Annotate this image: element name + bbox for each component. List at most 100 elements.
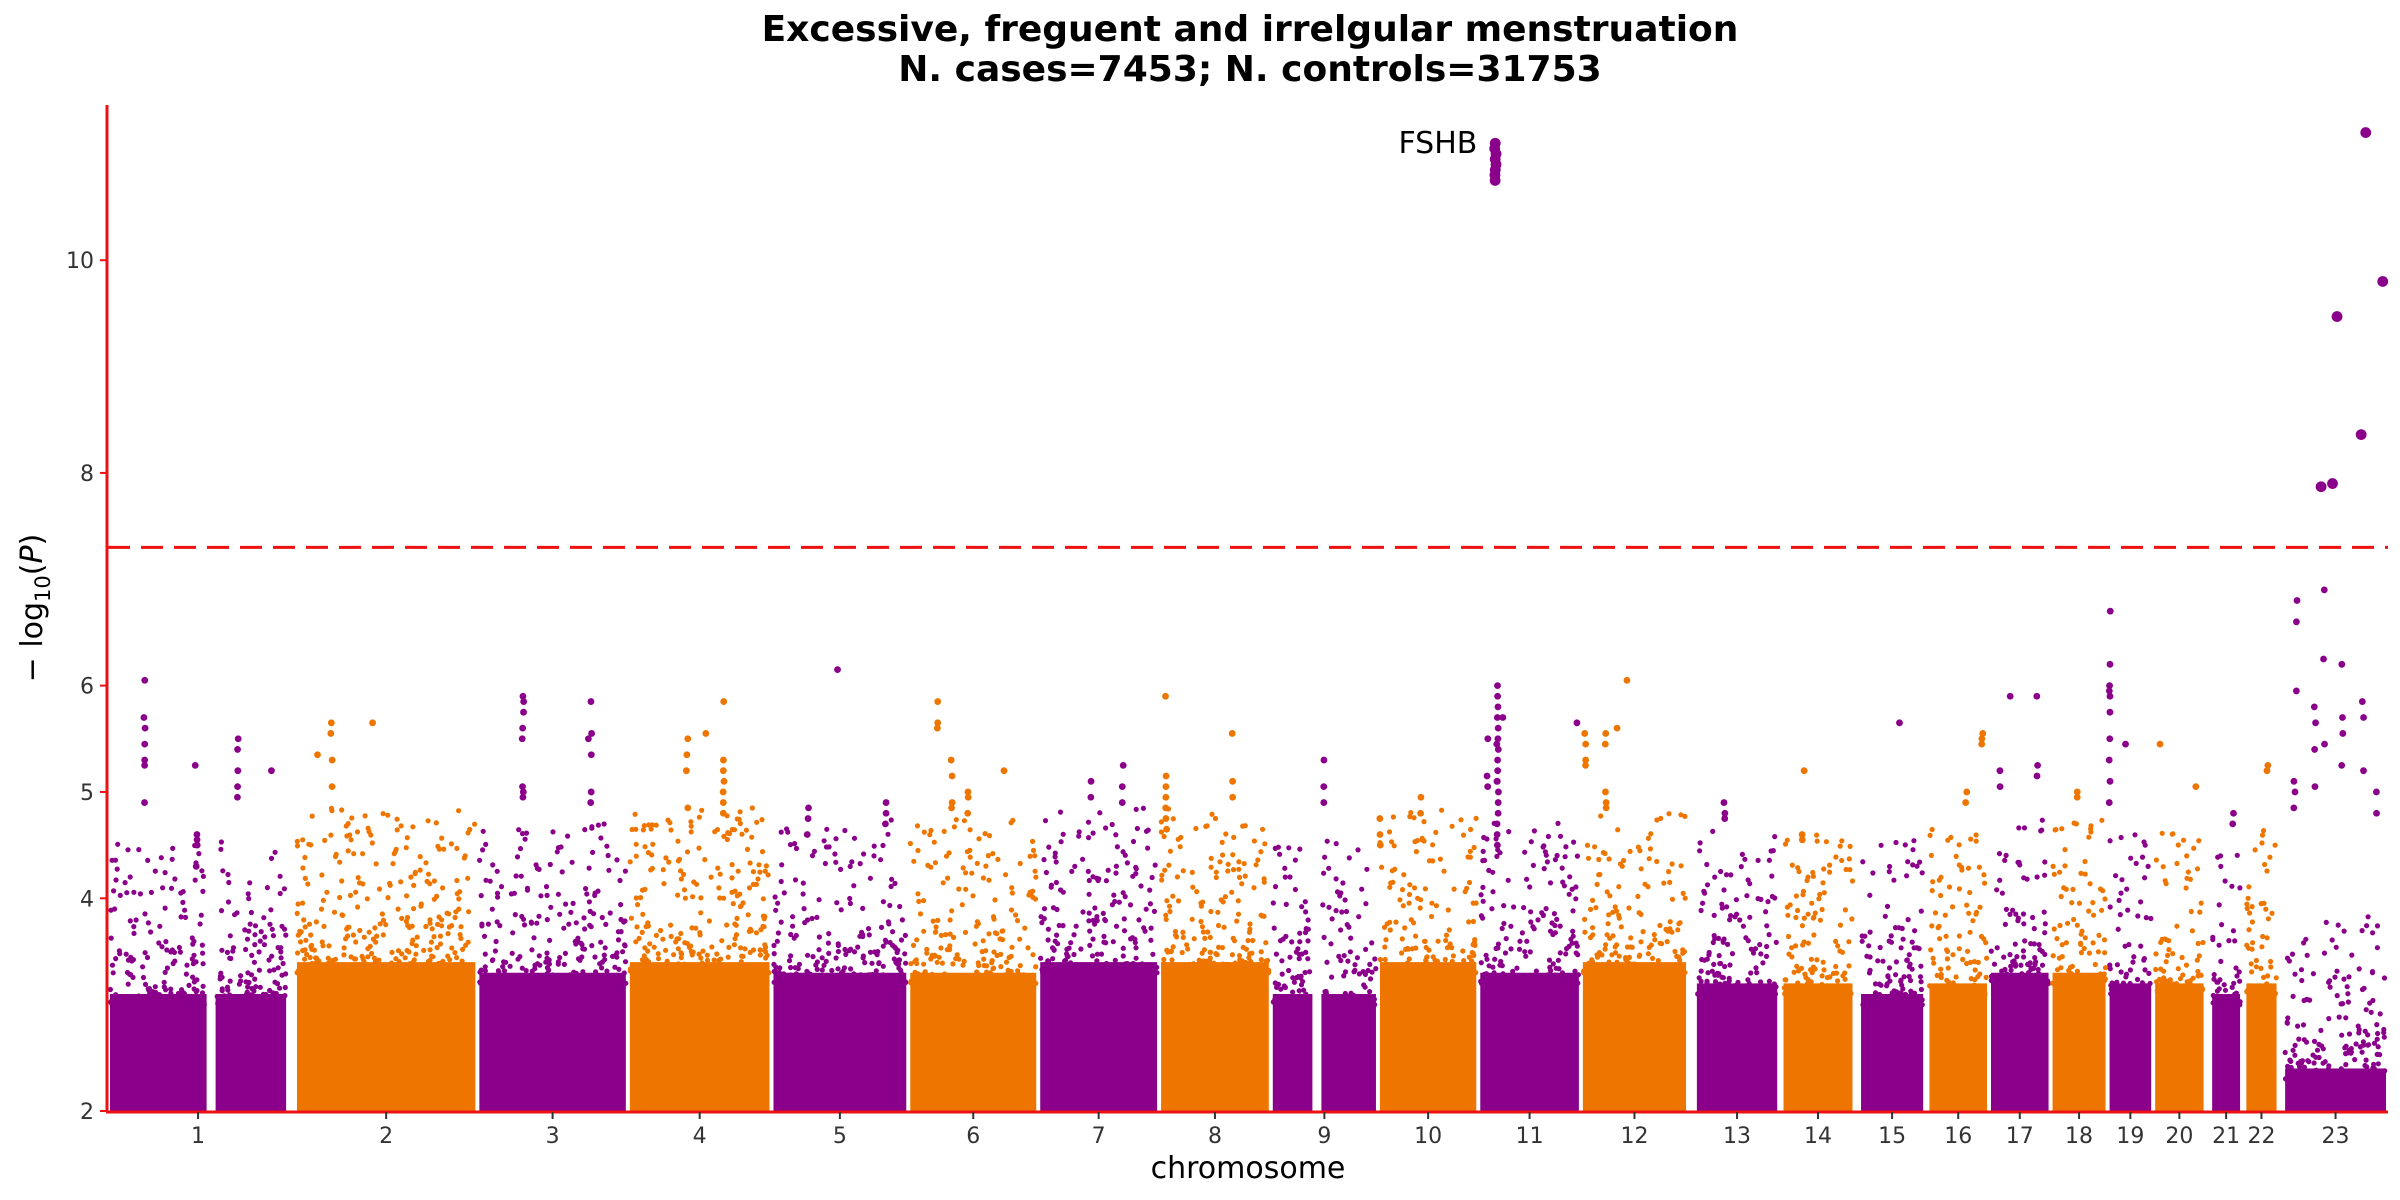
peak-point (804, 815, 812, 822)
x-tick-label: 23 (2322, 1124, 2350, 1149)
peak-point (587, 799, 595, 806)
y-axis-title-var: P (15, 544, 50, 563)
peak-point (2105, 799, 2113, 806)
peak-point (588, 730, 596, 737)
chromosome-band-16 (1929, 983, 1987, 1111)
peak-point (1996, 783, 2004, 791)
x-tick-label: 5 (833, 1124, 847, 1149)
peak-point (1602, 804, 1610, 812)
peak-point (1417, 809, 1425, 817)
peak-point (948, 799, 956, 806)
peak-point (719, 788, 727, 796)
peak-point (1798, 836, 1806, 844)
peak-point (2360, 127, 2372, 138)
x-tick-label: 17 (2006, 1124, 2034, 1149)
peak-point (234, 783, 241, 791)
peak-point (2311, 783, 2319, 791)
peak-point (1320, 756, 1328, 764)
peak-point (1229, 793, 1237, 801)
peak-point (1601, 740, 1609, 748)
chromosome-points-10 (1377, 807, 1479, 976)
peak-point (1493, 777, 1501, 785)
x-tick-label: 16 (1944, 1124, 1972, 1149)
peak-point (2355, 429, 2367, 441)
peak-point (2312, 719, 2319, 727)
peak-point (720, 777, 728, 785)
peak-point (2073, 788, 2081, 796)
peak-point (2339, 730, 2347, 737)
peak-point (1581, 730, 1589, 737)
peak-point (2321, 740, 2328, 748)
chromosome-band-8 (1161, 962, 1269, 1111)
peak-point (2033, 692, 2041, 700)
peak-point (2006, 692, 2014, 700)
chromosome-band-15 (1861, 994, 1924, 1111)
peak-point (2320, 655, 2327, 663)
chromosome-points-16 (1927, 826, 1990, 997)
y-axis-title: − log10(P) (15, 534, 55, 683)
peak-point (1118, 799, 1126, 806)
peak-point (2290, 777, 2298, 785)
peak-point (1582, 761, 1589, 769)
chromosome-points-7 (1038, 805, 1160, 976)
y-tick-label: 10 (66, 249, 94, 274)
chromosome-points-9 (1270, 838, 1379, 1008)
chromosome-points-12 (1581, 811, 1688, 976)
peak-point (1602, 799, 1610, 806)
peak-point (2377, 276, 2389, 287)
y-axis-title-prefix: − log (15, 602, 50, 682)
peak-point (1573, 719, 1581, 727)
annotations: FSHB (1398, 126, 1477, 161)
chromosome-band-7 (1040, 962, 1158, 1111)
data-points (107, 805, 2388, 1112)
peak-point (369, 719, 376, 727)
peak-point (1483, 772, 1491, 780)
peak-point (684, 735, 692, 743)
peak-point (1493, 841, 1501, 849)
chromosome-points-8 (1158, 806, 1272, 976)
peak-point (964, 793, 972, 801)
chromosome-points-20 (2153, 830, 2206, 997)
peak-point (1962, 799, 1970, 806)
peak-point (1979, 730, 1987, 737)
x-tick-label: 19 (2116, 1124, 2144, 1149)
peak-point (141, 756, 149, 764)
peak-point (2310, 703, 2318, 711)
peak-point (948, 772, 956, 780)
chromosome-points-2 (294, 805, 478, 976)
peak-point (519, 724, 527, 732)
chromosome-band-9 (1272, 994, 1376, 1111)
peak-point (1499, 714, 1507, 721)
x-tick-label: 15 (1878, 1124, 1906, 1149)
peak-point (964, 788, 972, 796)
peak-point (1623, 676, 1631, 684)
peak-point (141, 761, 149, 769)
peak-point (2105, 687, 2113, 695)
x-tick-label: 14 (1804, 1124, 1832, 1149)
peak-point (140, 714, 148, 721)
peak-points (140, 127, 2389, 870)
peak-point (2373, 809, 2380, 817)
x-tick-label: 3 (546, 1124, 560, 1149)
peak-point (1162, 772, 1170, 780)
peak-point (2156, 740, 2164, 748)
x-tick-label: 2 (379, 1124, 393, 1149)
peak-point (1963, 788, 1971, 796)
peak-point (1494, 746, 1502, 753)
peak-point (1582, 740, 1590, 748)
peak-point (2360, 767, 2367, 775)
peak-point (191, 761, 199, 769)
peak-point (948, 804, 955, 812)
peak-point (1162, 804, 1170, 812)
peak-point (2327, 478, 2338, 489)
peak-point (2263, 767, 2271, 775)
peak-point (1376, 841, 1384, 849)
peak-point (1118, 783, 1126, 791)
peak-point (193, 831, 201, 838)
chromosome-points-14 (1781, 832, 1856, 997)
peak-point (1602, 730, 1610, 737)
peak-point (720, 698, 728, 705)
peak-point (2122, 740, 2129, 748)
peak-point (2293, 618, 2300, 626)
peak-point (141, 724, 149, 732)
